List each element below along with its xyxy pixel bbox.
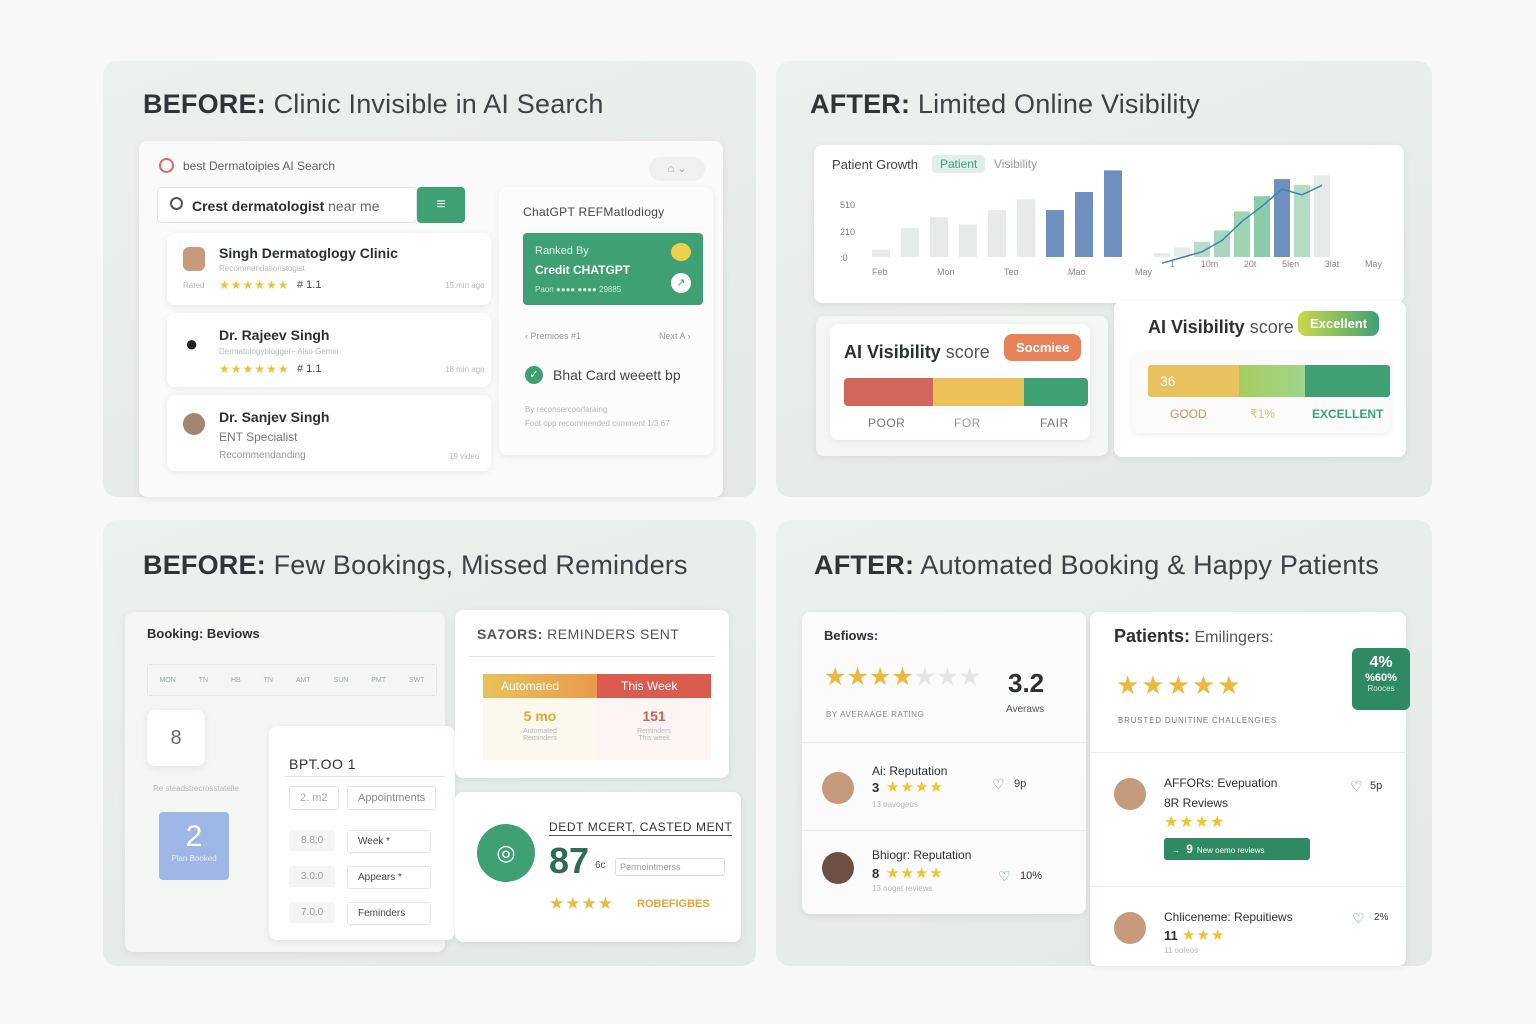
status-badge: Socmiee [1004, 334, 1082, 361]
panel-after-visibility: AFTER: Limited Online Visibility Patient… [776, 61, 1432, 497]
bar [901, 228, 919, 257]
x-labels-right: 1 10m 20t 5len 3lat May [1170, 259, 1382, 269]
after-patients-card: Patients: Emilingers: 4% %60% Rooces ★★★… [1090, 612, 1410, 966]
status-badge: Excellent [1298, 311, 1380, 336]
panel-title: BEFORE: Few Bookings, Missed Reminders [143, 550, 688, 580]
avatar [183, 247, 205, 271]
bar [988, 210, 1006, 257]
growth-badge: 4% %60% Rooces [1352, 648, 1410, 710]
search-input[interactable]: Crest dermatologist near me [157, 187, 417, 223]
reminders-table: Automated 5 mo Automated Reminders This W… [483, 674, 711, 760]
search-header: best Dermatoipies AI Search [183, 159, 336, 173]
credit-card[interactable]: Ranked By Credit CHATGPT Paon ●●●● ●●●● … [523, 233, 703, 305]
growth-chart-card: Patient Growth Patient Visibility 510 21… [814, 145, 1404, 303]
bar [1104, 170, 1122, 257]
bar [1314, 175, 1330, 257]
score-before-card: AI Visibility score Socmiee POOR FOR FAI… [816, 316, 1108, 456]
check-icon: ✓ [525, 366, 543, 384]
score-after-card: AI Visibility score Excellent 36 GOOD ₹1… [1114, 301, 1406, 457]
coin-icon [671, 243, 691, 261]
search-button[interactable]: ≡ [417, 187, 465, 223]
shield-icon: ♡ [1352, 910, 1365, 926]
calendar-days: MON TN HB TN AMT SUN PMT SWT [147, 664, 437, 696]
panel-before-bookings: BEFORE: Few Bookings, Missed Reminders B… [103, 520, 756, 966]
bar [1075, 192, 1093, 257]
growth-chart [872, 170, 1330, 264]
patient-pill[interactable]: Patient [932, 155, 986, 173]
list-item[interactable]: Dr. Sanjev Singh ENT Specialist Recommen… [167, 395, 491, 471]
chatgpt-card: ChatGPT REFMatlodiogy Ranked By Credit C… [499, 187, 713, 455]
panel-title: BEFORE: Clinic Invisible in AI Search [143, 89, 604, 119]
panel-title: AFTER: Limited Online Visibility [810, 89, 1201, 119]
panel-title: AFTER: Automated Booking & Happy Patient… [814, 550, 1379, 580]
bar [872, 249, 890, 257]
before-rating-card: Befiows: ★★★★★★★ 3.2 Averaws BY AVERAAGE… [802, 612, 1086, 914]
bar [1294, 184, 1310, 257]
arrow-icon[interactable]: ↗ [671, 273, 691, 293]
bar [1234, 211, 1250, 257]
score-bar: 36 [1148, 365, 1390, 397]
shield-icon: ♡ [992, 776, 1005, 792]
camera-icon: ◎ [477, 824, 535, 882]
bar [959, 224, 977, 257]
reminders-card: SA7ORS: REMINDERS SENT Automated 5 mo Au… [455, 610, 729, 778]
panel-before-ai-search: BEFORE: Clinic Invisible in AI Search be… [103, 61, 756, 497]
avatar [183, 413, 205, 435]
appointment-popup: BPT.OO 1 2. m2 Appointments 8.8:0 Week *… [269, 726, 455, 940]
score-bar [844, 378, 1088, 406]
bar [1017, 199, 1035, 257]
booked-cell[interactable]: 2 Plan Booked [159, 812, 229, 880]
avatar [822, 772, 854, 804]
bar [1274, 179, 1290, 257]
time-pill[interactable]: 2. m2 [289, 786, 339, 810]
card-action-icons[interactable]: ⌂ ⌄ [649, 157, 705, 181]
shield-icon: ♡ [998, 868, 1011, 884]
ai-search-icon [159, 158, 174, 173]
x-labels-left: Feb Mon Teo Mao May [872, 267, 1152, 277]
permits-input[interactable]: Permointmerss [615, 858, 725, 876]
day-cell[interactable]: 8 [147, 710, 205, 766]
bar [1154, 253, 1170, 257]
list-item[interactable]: ● Dr. Rajeev Singh Dermatologyblogger– A… [167, 313, 491, 387]
person-icon: ● [185, 331, 199, 356]
new-reviews-button[interactable]: → 9 New oemo reviews [1164, 838, 1310, 860]
appointments-button[interactable]: Appointments [347, 786, 437, 810]
bar [1046, 210, 1064, 257]
panel-after-booking: AFTER: Automated Booking & Happy Patient… [776, 520, 1432, 966]
list-item[interactable]: Singh Dermatoglogy Clinic Recommendation… [167, 233, 491, 305]
avatar [1114, 778, 1146, 810]
heart-icon: ♡ [1350, 778, 1363, 794]
search-card: best Dermatoipies AI Search ⌂ ⌄ Crest de… [139, 141, 723, 497]
bar [1174, 247, 1190, 257]
bar [1254, 196, 1270, 257]
avatar [1114, 912, 1146, 944]
dept-card: ◎ DEDT MCERT, CASTED MENT 87 6c Permoint… [455, 792, 741, 942]
search-icon [170, 197, 183, 210]
avatar [822, 852, 854, 884]
bar [930, 217, 948, 257]
trend-line [1161, 184, 1323, 264]
